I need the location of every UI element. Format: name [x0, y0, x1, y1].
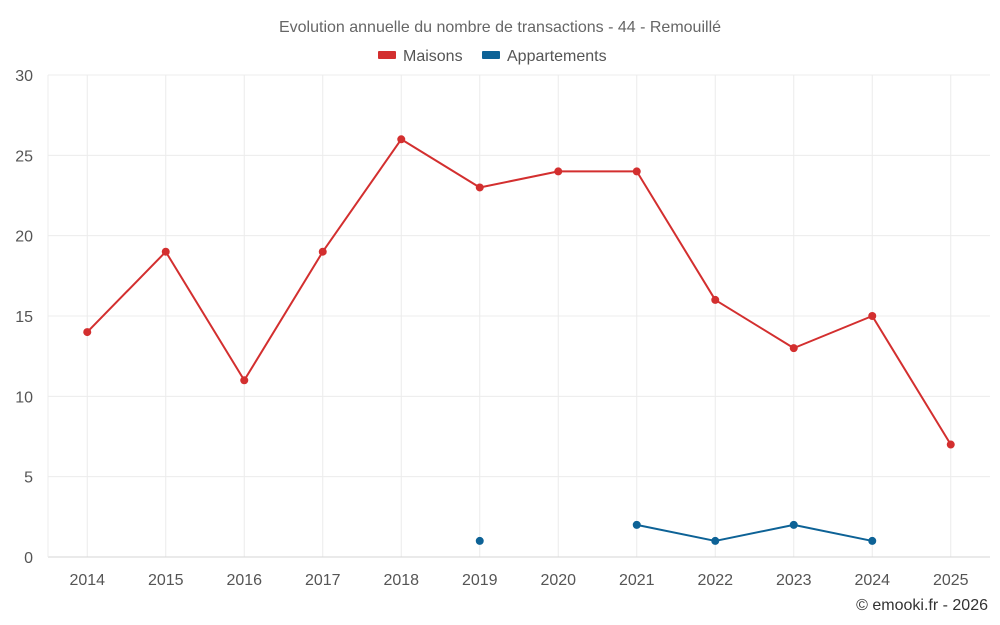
y-tick-label-30: 30 — [15, 68, 33, 85]
data-point-appartements-2022[interactable] — [711, 536, 720, 545]
y-tick-label-20: 20 — [15, 229, 33, 246]
data-point-maisons-2022[interactable] — [711, 295, 720, 304]
series — [83, 135, 955, 545]
x-tick-label-2020: 2020 — [540, 572, 576, 589]
data-point-maisons-2025[interactable] — [946, 440, 955, 449]
x-tick-label-2024: 2024 — [854, 572, 890, 589]
grid-lines — [48, 74, 990, 557]
data-point-maisons-2015[interactable] — [161, 247, 170, 256]
x-tick-label-2016: 2016 — [226, 572, 262, 589]
x-tick-label-2017: 2017 — [305, 572, 341, 589]
chart-title: Evolution annuelle du nombre de transact… — [279, 19, 721, 36]
legend-swatch-maisons — [378, 51, 396, 59]
legend-item-appartements[interactable]: Appartements — [482, 48, 607, 65]
x-tick-label-2015: 2015 — [148, 572, 184, 589]
legend-swatch-appartements — [482, 51, 500, 59]
x-tick-label-2023: 2023 — [776, 572, 812, 589]
data-point-maisons-2016[interactable] — [240, 376, 249, 385]
x-tick-label-2022: 2022 — [697, 572, 733, 589]
data-point-appartements-2023[interactable] — [789, 520, 798, 529]
x-tick-label-2018: 2018 — [383, 572, 419, 589]
y-tick-label-10: 10 — [15, 389, 33, 406]
series-line-appartements-1 — [636, 523, 873, 542]
series-line-maisons-0 — [86, 138, 952, 446]
data-point-maisons-2014[interactable] — [83, 328, 92, 337]
data-point-appartements-2024[interactable] — [868, 536, 877, 545]
x-tick-label-2014: 2014 — [69, 572, 105, 589]
x-tick-label-2025: 2025 — [933, 572, 969, 589]
data-point-maisons-2023[interactable] — [789, 344, 798, 353]
legend-label-maisons: Maisons — [403, 48, 463, 65]
y-tick-label-0: 0 — [24, 550, 33, 567]
x-tick-label-2019: 2019 — [462, 572, 498, 589]
series-maisons — [83, 135, 955, 449]
data-point-maisons-2017[interactable] — [318, 247, 327, 256]
y-tick-label-25: 25 — [15, 148, 33, 165]
legend-label-appartements: Appartements — [507, 48, 607, 65]
data-point-maisons-2019[interactable] — [475, 183, 484, 192]
y-tick-label-15: 15 — [15, 309, 33, 326]
legend: Maisons Appartements — [378, 48, 607, 65]
data-point-appartements-2019[interactable] — [475, 536, 484, 545]
data-point-maisons-2024[interactable] — [868, 312, 877, 320]
data-point-maisons-2021[interactable] — [632, 167, 641, 176]
copyright-text: © emooki.fr - 2026 — [856, 597, 988, 614]
legend-item-maisons[interactable]: Maisons — [378, 48, 463, 65]
x-tick-label-2021: 2021 — [619, 572, 655, 589]
data-point-maisons-2020[interactable] — [554, 167, 563, 176]
series-appartements — [475, 520, 877, 545]
data-point-appartements-2021[interactable] — [632, 520, 641, 529]
y-tick-label-5: 5 — [24, 470, 33, 487]
data-point-maisons-2018[interactable] — [397, 135, 406, 144]
